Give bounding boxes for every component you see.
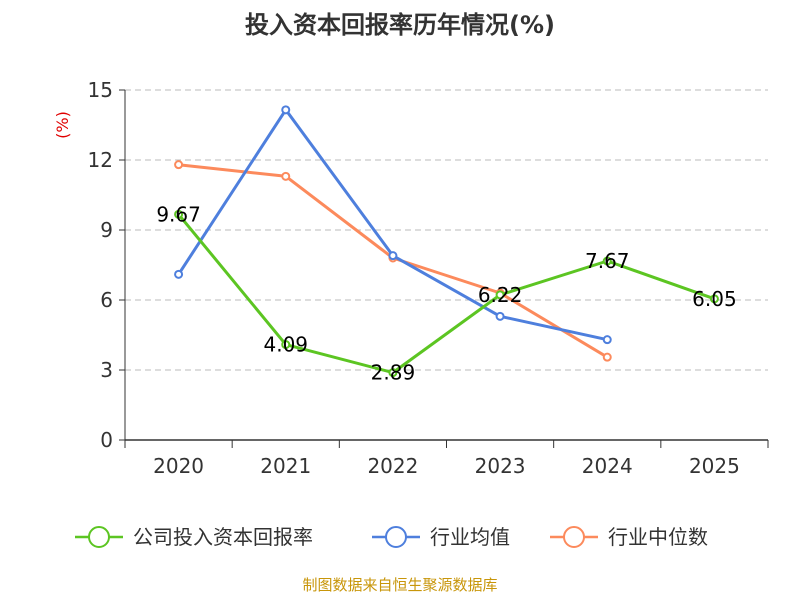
y-tick-label: 15 bbox=[88, 78, 113, 102]
data-label: 2.89 bbox=[371, 361, 416, 385]
data-point bbox=[495, 290, 505, 300]
legend-item: 公司投入资本回报率 bbox=[75, 525, 313, 549]
legend-marker bbox=[385, 526, 407, 548]
data-point bbox=[709, 294, 719, 304]
x-tick-label: 2022 bbox=[367, 454, 418, 478]
legend-label: 公司投入资本回报率 bbox=[133, 525, 313, 549]
data-point bbox=[602, 352, 612, 362]
data-point bbox=[281, 105, 291, 115]
data-label: 6.22 bbox=[478, 283, 523, 307]
data-point bbox=[281, 171, 291, 181]
grid-lines bbox=[125, 89, 768, 371]
x-tick-label: 2023 bbox=[475, 454, 526, 478]
legend-item: 行业均值 bbox=[372, 525, 510, 549]
x-tick-label: 2020 bbox=[153, 454, 204, 478]
series-line bbox=[177, 108, 608, 342]
y-axis-unit: (%) bbox=[53, 111, 72, 139]
legend: 公司投入资本回报率 行业均值 行业中位数 bbox=[75, 525, 708, 549]
data-point bbox=[281, 340, 291, 350]
chart-title: 投入资本回报率历年情况(%) bbox=[245, 11, 555, 39]
legend-label: 行业均值 bbox=[430, 525, 510, 549]
data-label: 4.09 bbox=[263, 333, 308, 357]
legend-label: 行业中位数 bbox=[608, 525, 708, 549]
data-label: 9.67 bbox=[156, 202, 201, 226]
y-tick-label: 9 bbox=[100, 218, 113, 242]
legend-marker bbox=[88, 526, 110, 548]
data-point bbox=[174, 209, 184, 219]
data-point bbox=[602, 256, 612, 266]
y-tick-label: 3 bbox=[100, 358, 113, 382]
data-point bbox=[388, 251, 398, 261]
legend-marker bbox=[563, 526, 585, 548]
data-point bbox=[388, 368, 398, 378]
data-labels: 9.67 4.09 2.89 6.22 7.67 6.05 bbox=[156, 202, 736, 384]
data-point bbox=[174, 160, 184, 170]
data-label: 6.05 bbox=[692, 287, 737, 311]
data-point bbox=[174, 269, 184, 279]
legend-item: 行业中位数 bbox=[550, 525, 708, 549]
data-point bbox=[495, 311, 505, 321]
series-line bbox=[177, 213, 715, 375]
y-tick-label: 12 bbox=[88, 148, 113, 172]
data-point bbox=[602, 335, 612, 345]
data-label: 7.67 bbox=[585, 249, 630, 273]
axes: 0 3 6 9 12 15 2020 2021 2022 2023 2024 2025 bbox=[88, 78, 769, 478]
y-tick-label: 0 bbox=[100, 428, 113, 452]
x-tick-label: 2024 bbox=[582, 454, 633, 478]
source-note: 制图数据来自恒生聚源数据库 bbox=[302, 576, 497, 594]
x-tick-label: 2025 bbox=[689, 454, 740, 478]
y-tick-label: 6 bbox=[100, 288, 113, 312]
x-tick-label: 2021 bbox=[260, 454, 311, 478]
series-lines bbox=[174, 105, 719, 378]
